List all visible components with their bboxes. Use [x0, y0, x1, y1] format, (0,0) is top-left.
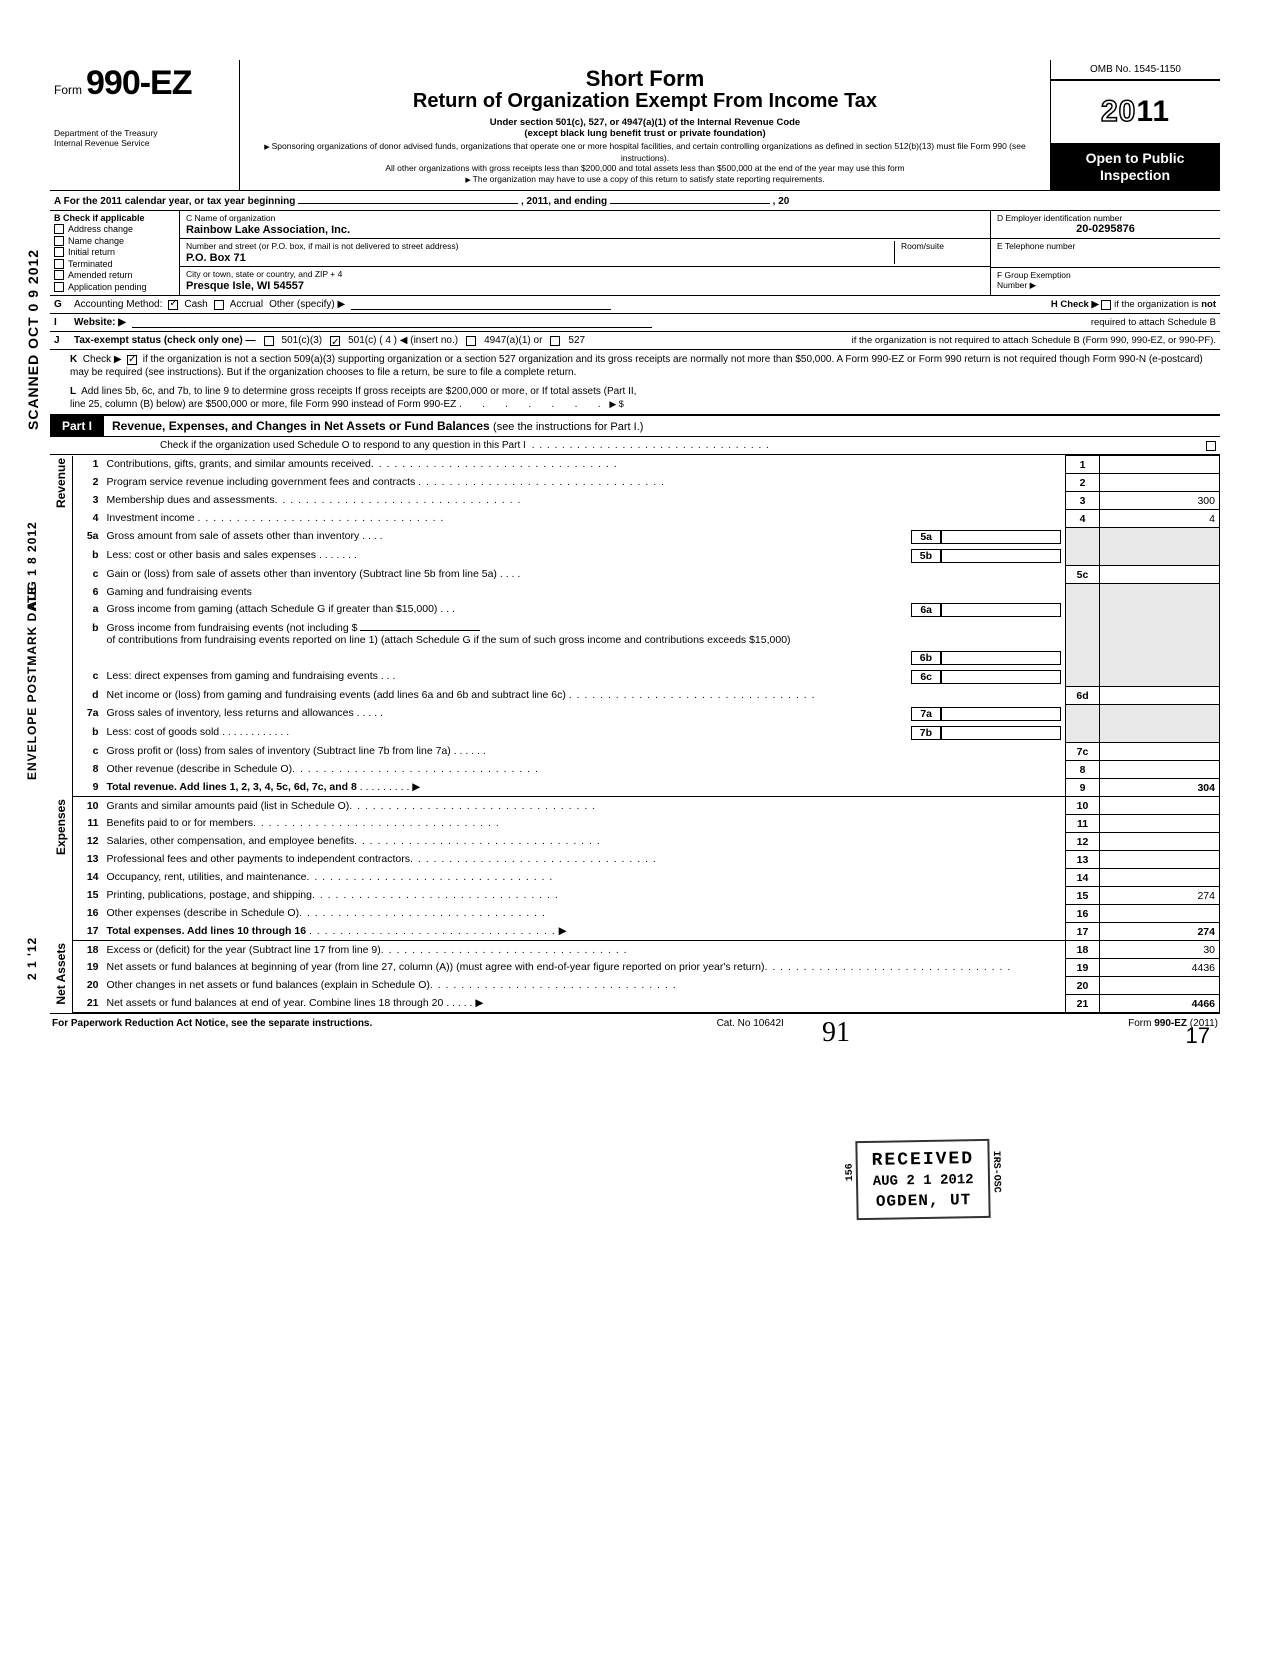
ein-label: D Employer identification number	[997, 213, 1214, 223]
footer-paperwork: For Paperwork Reduction Act Notice, see …	[52, 1018, 372, 1029]
stamp-scanned: SCANNED OCT 0 9 2012	[25, 249, 41, 430]
stamp-received: RECEIVED	[871, 1147, 974, 1173]
title-short-form: Short Form	[250, 66, 1040, 92]
line-h-text: if the organization is not	[1114, 299, 1216, 310]
chk-501c[interactable]: ✓	[330, 336, 340, 346]
open-to-public: Open to Public	[1052, 150, 1218, 167]
chk-accrual[interactable]	[214, 300, 224, 310]
stamp-156: 156	[843, 1163, 857, 1181]
handwritten-17: 17	[1186, 1023, 1210, 1049]
phone-label: E Telephone number	[997, 241, 1214, 251]
form-header: Form 990-EZ Department of the Treasury I…	[50, 60, 1220, 191]
chk-amended[interactable]	[54, 270, 64, 280]
subtitle-code: Under section 501(c), 527, or 4947(a)(1)…	[250, 117, 1040, 128]
ein-value: 20-0295876	[997, 223, 1214, 235]
side-revenue: Revenue	[54, 458, 68, 508]
col-b-header: B Check if applicable	[54, 213, 175, 223]
room-suite: Room/suite	[894, 241, 984, 264]
chk-501c3[interactable]	[264, 336, 274, 346]
chk-name[interactable]	[54, 236, 64, 246]
subtitle-except: (except black lung benefit trust or priv…	[250, 128, 1040, 139]
part1-table: Revenue 1 Contributions, gifts, grants, …	[50, 455, 1220, 1013]
omb-number: OMB No. 1545-1150	[1050, 60, 1220, 80]
form-number: 990-EZ	[86, 64, 192, 103]
chk-k[interactable]	[127, 355, 137, 365]
stamp-2112: 2 1 '12	[25, 937, 39, 980]
form-word: Form	[54, 83, 82, 97]
line-g: G Accounting Method: Cash Accrual Other …	[50, 296, 1220, 314]
inspection: Inspection	[1052, 167, 1218, 184]
footer-catno: Cat. No 10642I	[717, 1018, 784, 1029]
chk-initial[interactable]	[54, 247, 64, 257]
part1-sub: (see the instructions for Part I.)	[493, 421, 643, 433]
info-grid: B Check if applicable Address change Nam…	[50, 211, 1220, 297]
chk-pending[interactable]	[54, 282, 64, 292]
c-name-label: C Name of organization	[186, 213, 984, 223]
group-exempt-label: F Group Exemption	[997, 270, 1214, 280]
org-name: Rainbow Lake Association, Inc.	[186, 224, 984, 236]
part1-title: Revenue, Expenses, and Changes in Net As…	[112, 419, 490, 433]
note-other-orgs: All other organizations with gross recei…	[250, 163, 1040, 174]
side-net-assets: Net Assets	[54, 943, 68, 1005]
chk-527[interactable]	[550, 336, 560, 346]
chk-4947[interactable]	[466, 336, 476, 346]
title-return: Return of Organization Exempt From Incom…	[250, 90, 1040, 113]
part1-header: Part I Revenue, Expenses, and Changes in…	[50, 415, 1220, 437]
line-l: L Add lines 5b, 6c, and 7b, to line 9 to…	[50, 382, 1220, 415]
stamp-envelope: ENVELOPE POSTMARK DATE	[25, 586, 39, 780]
dept-irs: Internal Revenue Service	[54, 139, 233, 149]
chk-cash[interactable]	[168, 300, 178, 310]
city-label: City or town, state or country, and ZIP …	[186, 269, 984, 279]
group-exempt-number: Number ▶	[997, 280, 1214, 291]
line-a: A For the 2011 calendar year, or tax yea…	[50, 191, 1220, 211]
part1-check: Check if the organization used Schedule …	[50, 437, 1220, 455]
addr-label: Number and street (or P.O. box, if mail …	[186, 241, 894, 251]
chk-h[interactable]	[1101, 300, 1111, 310]
tax-year: 2011	[1101, 95, 1170, 129]
stamp-date: AUG 2 1 2012	[871, 1171, 974, 1192]
line-j: J Tax-exempt status (check only one) — 5…	[50, 332, 1220, 350]
line-k: K Check ▶ if the organization is not a s…	[50, 350, 1220, 382]
addr-value: P.O. Box 71	[186, 252, 894, 264]
note-sponsoring: Sponsoring organizations of donor advise…	[250, 141, 1040, 163]
chk-address[interactable]	[54, 224, 64, 234]
side-expenses: Expenses	[54, 799, 68, 855]
received-stamp: 156 RECEIVED AUG 2 1 2012 OGDEN, UT IRS-…	[855, 1139, 991, 1220]
handwritten-91: 91	[822, 1017, 850, 1049]
chk-schedule-o[interactable]	[1206, 441, 1216, 451]
stamp-ogden: OGDEN, UT	[872, 1190, 975, 1213]
city-value: Presque Isle, WI 54557	[186, 280, 984, 292]
chk-terminated[interactable]	[54, 259, 64, 269]
footer: For Paperwork Reduction Act Notice, see …	[50, 1013, 1220, 1029]
note-state: The organization may have to use a copy …	[250, 174, 1040, 186]
part1-tab: Part I	[50, 416, 104, 436]
stamp-irs-osc: IRS-OSC	[988, 1151, 1002, 1193]
line-i: I Website: ▶ required to attach Schedule…	[50, 314, 1220, 332]
